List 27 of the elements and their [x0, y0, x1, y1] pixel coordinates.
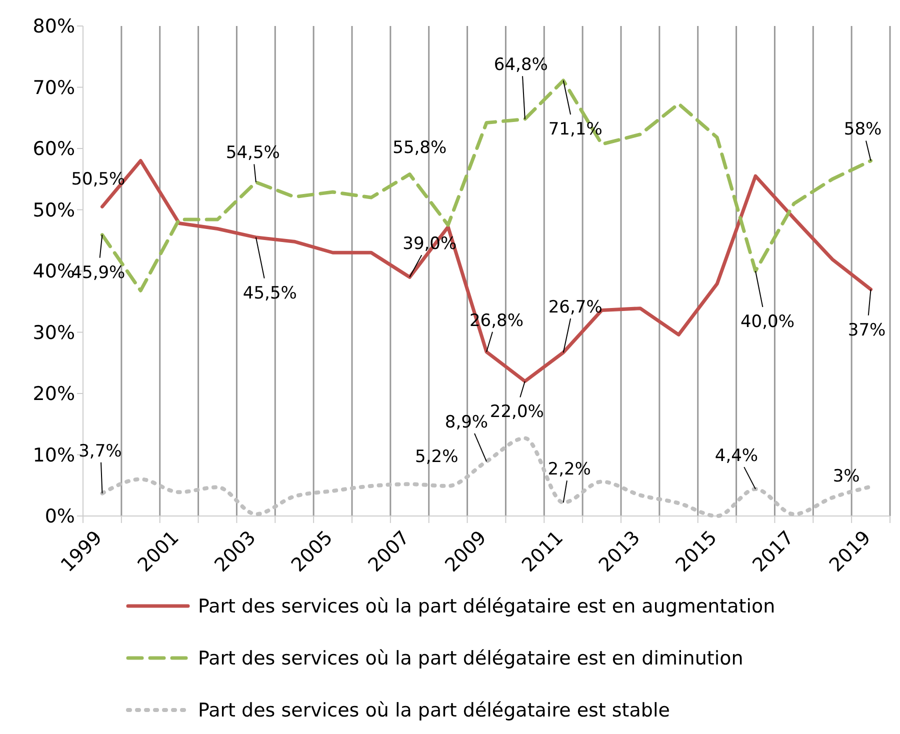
data-label: 58%: [844, 120, 882, 140]
y-tick-label: 10%: [32, 444, 75, 466]
data-label: 22,0%: [490, 402, 544, 422]
data-label: 3,7%: [78, 441, 122, 462]
y-tick-label: 20%: [32, 383, 75, 406]
data-label: 45,5%: [242, 283, 297, 304]
y-tick-label: 80%: [32, 16, 75, 38]
data-label: 8,9%: [444, 412, 488, 432]
data-label: 5,2%: [415, 447, 458, 468]
data-label: 40,0%: [740, 312, 795, 332]
data-label: 2,2%: [548, 459, 591, 480]
legend-label: Part des services où la part délégataire est en augmentation: [198, 596, 776, 618]
data-label: 55,8%: [392, 138, 447, 158]
y-tick-label: 0%: [44, 506, 75, 528]
y-tick-label: 50%: [32, 199, 75, 222]
data-label: 37%: [848, 320, 886, 340]
data-label: 50,5%: [71, 170, 126, 190]
data-label: 54,5%: [226, 143, 280, 164]
legend-label: Part des services où la part délégataire est stable: [198, 700, 670, 722]
y-tick-label: 30%: [32, 322, 75, 344]
data-label: 26,7%: [548, 297, 602, 318]
data-label: 64,8%: [494, 55, 548, 76]
legend-label: Part des services où la part délégataire est en diminution: [198, 648, 744, 670]
data-label: 4,4%: [714, 446, 758, 466]
y-tick-label: 70%: [32, 76, 75, 99]
y-tick-label: 60%: [32, 138, 75, 160]
data-label: 3%: [832, 466, 860, 487]
